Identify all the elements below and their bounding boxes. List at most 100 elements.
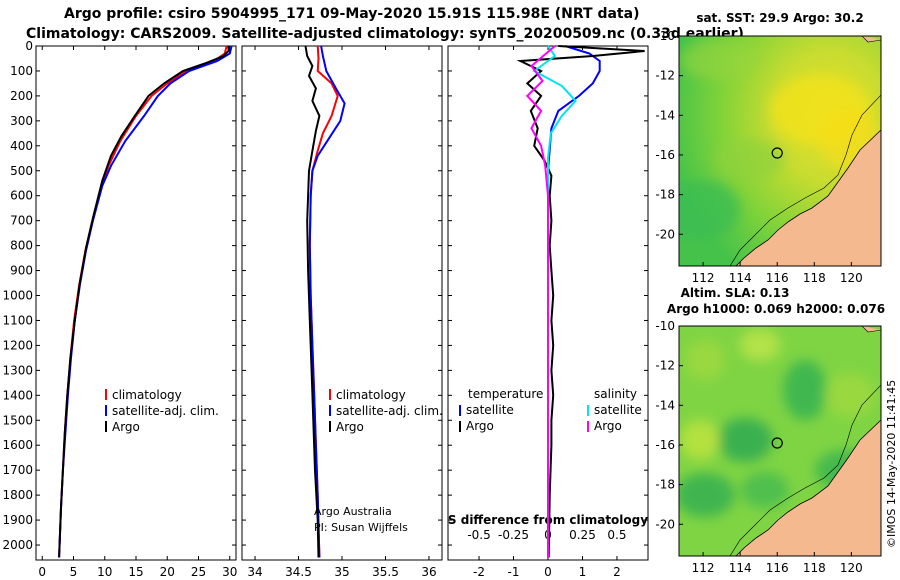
differences-series-line xyxy=(532,45,577,558)
differences-series-line xyxy=(547,45,601,558)
sst-map: sat. SST: 29.9 Argo: 30.2 112 114 116 118 12… xyxy=(655,11,882,285)
salinity-xtick-label: 34.5 xyxy=(285,565,312,579)
differences-xtick-label: 0 xyxy=(544,565,552,579)
map-ytick-label: -20 xyxy=(655,227,675,241)
argo-australia-note: Argo Australia xyxy=(314,505,392,518)
salinity-xtick-label: 36 xyxy=(421,565,436,579)
differences-series-line xyxy=(516,45,645,558)
pressure-tick-label: 1400 xyxy=(2,388,33,402)
differences-series-line xyxy=(525,45,556,558)
diff-legend-label: Argo xyxy=(466,419,494,433)
salinity-series-line xyxy=(308,45,346,558)
temperature-xtick-label: 20 xyxy=(160,565,175,579)
salinity-xtick-label: 35.5 xyxy=(372,565,399,579)
difference-panel: -2-1012T difference from climatology-0.5… xyxy=(447,45,649,579)
temperature-frame xyxy=(35,45,237,561)
pressure-tick-label: 1200 xyxy=(2,338,33,352)
map-ytick-label: -18 xyxy=(655,188,675,202)
pressure-tick-label: 700 xyxy=(10,214,33,228)
pressure-tick-label: 1100 xyxy=(2,313,33,327)
temperature-series-line xyxy=(58,46,230,558)
diff-legend-salinity-title: salinity xyxy=(594,387,637,401)
sla-map: Altim. SLA: 0.13 Argo h1000: 0.069 h2000… xyxy=(655,286,885,575)
map-xtick-label: 114 xyxy=(729,561,752,575)
salinity-series-line xyxy=(308,45,339,558)
map-xtick-label: 112 xyxy=(692,271,715,285)
sst-coastline xyxy=(735,129,881,266)
map-xtick-label: 118 xyxy=(803,561,826,575)
temperature-xtick-label: 30 xyxy=(222,565,237,579)
map-ytick-label: -16 xyxy=(655,438,675,452)
sst-map-frame xyxy=(678,35,882,267)
sst-land xyxy=(736,130,881,266)
sst-argo-location xyxy=(771,147,783,159)
pressure-tick-label: 1700 xyxy=(2,463,33,477)
map-ytick-label: -20 xyxy=(655,517,675,531)
temperature-legend-label: satellite-adj. clim. xyxy=(112,404,219,418)
plot-title-line2: Climatology: CARS2009. Satellite-adjuste… xyxy=(26,26,744,42)
temperature-legend-label: Argo xyxy=(112,420,140,434)
pressure-tick-label: 600 xyxy=(10,189,33,203)
pressure-tick-label: 800 xyxy=(10,239,33,253)
salinity-legend-label: Argo xyxy=(336,420,364,434)
sla-map-title2: Argo h1000: 0.069 h2000: 0.076 xyxy=(667,302,885,316)
temperature-xtick-label: 10 xyxy=(97,565,112,579)
map-ytick-label: -16 xyxy=(655,148,675,162)
salinity-series-line xyxy=(304,45,321,558)
diff-legend-label: satellite xyxy=(594,403,642,417)
sst-contour xyxy=(729,94,881,266)
sst-axes: 112 114 116 118 120 -10 -12 -14 -16 -18 -20 xyxy=(655,29,862,285)
map-ytick-label: -18 xyxy=(655,478,675,492)
differences-xtick-label: 1 xyxy=(579,565,587,579)
salinity-legend-label: climatology xyxy=(336,388,406,402)
sla-map-title1: Altim. SLA: 0.13 xyxy=(681,286,790,300)
pressure-tick-label: 1900 xyxy=(2,513,33,527)
pressure-tick-label: 900 xyxy=(10,264,33,278)
sla-argo-location xyxy=(771,437,783,449)
pressure-tick-label: 1000 xyxy=(2,289,33,303)
pressure-tick-label: 1600 xyxy=(2,438,33,452)
sla-contour xyxy=(729,384,881,556)
pressure-tick-label: 1300 xyxy=(2,363,33,377)
map-ytick-label: -10 xyxy=(655,29,675,43)
diff-legend-label: Argo xyxy=(594,419,622,433)
salinity-legend-label: satellite-adj. clim. xyxy=(336,404,443,418)
differences-xtick-label: -1 xyxy=(508,565,520,579)
temperature-xtick-label: 0 xyxy=(38,565,46,579)
sla-map-frame xyxy=(678,325,882,557)
sla-land-corner xyxy=(861,326,881,333)
map-xtick-label: 118 xyxy=(803,271,826,285)
pressure-tick-label: 100 xyxy=(10,64,33,78)
map-xtick-label: 120 xyxy=(840,561,863,575)
salinity-panel: 3434.53535.536salinityclimatologysatelli… xyxy=(241,45,443,579)
salinity-xtick-label: 35 xyxy=(334,565,349,579)
pressure-tick-label: 1800 xyxy=(2,488,33,502)
salinity-diff-tick-label: 0.25 xyxy=(569,528,596,542)
pi-note: PI: Susan Wijffels xyxy=(314,521,408,534)
map-xtick-label: 114 xyxy=(729,271,752,285)
map-xtick-label: 112 xyxy=(692,561,715,575)
sla-land xyxy=(736,420,881,556)
salinity-diff-tick-label: -0.5 xyxy=(467,528,490,542)
temperature-legend-label: climatology xyxy=(112,388,182,402)
map-xtick-label: 120 xyxy=(840,271,863,285)
imos-credit: ©IMOS 14-May-2020 11:41:45 xyxy=(885,380,898,548)
map-ytick-label: -12 xyxy=(655,359,675,373)
temperature-xtick-label: 5 xyxy=(70,565,78,579)
plot-title-line1: Argo profile: csiro 5904995_171 09-May-2… xyxy=(64,6,640,22)
temperature-xtick-label: 25 xyxy=(191,565,206,579)
pressure-tick-label: 0 xyxy=(25,39,33,53)
sst-land-corner xyxy=(861,36,881,43)
map-ytick-label: -12 xyxy=(655,69,675,83)
map-xtick-label: 116 xyxy=(766,561,789,575)
salinity-frame xyxy=(241,45,443,561)
map-ytick-label: -14 xyxy=(655,398,675,412)
differences-xtick-label: 2 xyxy=(613,565,621,579)
temperature-xtick-label: 15 xyxy=(128,565,143,579)
salinity-diff-tick-label: 0.5 xyxy=(607,528,626,542)
temperature-panel: 0100200300400500600700800900100011001200… xyxy=(2,39,237,579)
sla-axes: 112 114 116 118 120 -10 -12 -14 -16 -18 -20 xyxy=(655,319,862,575)
temperature-series-line xyxy=(58,45,233,558)
sst-map-title: sat. SST: 29.9 Argo: 30.2 xyxy=(696,11,863,25)
